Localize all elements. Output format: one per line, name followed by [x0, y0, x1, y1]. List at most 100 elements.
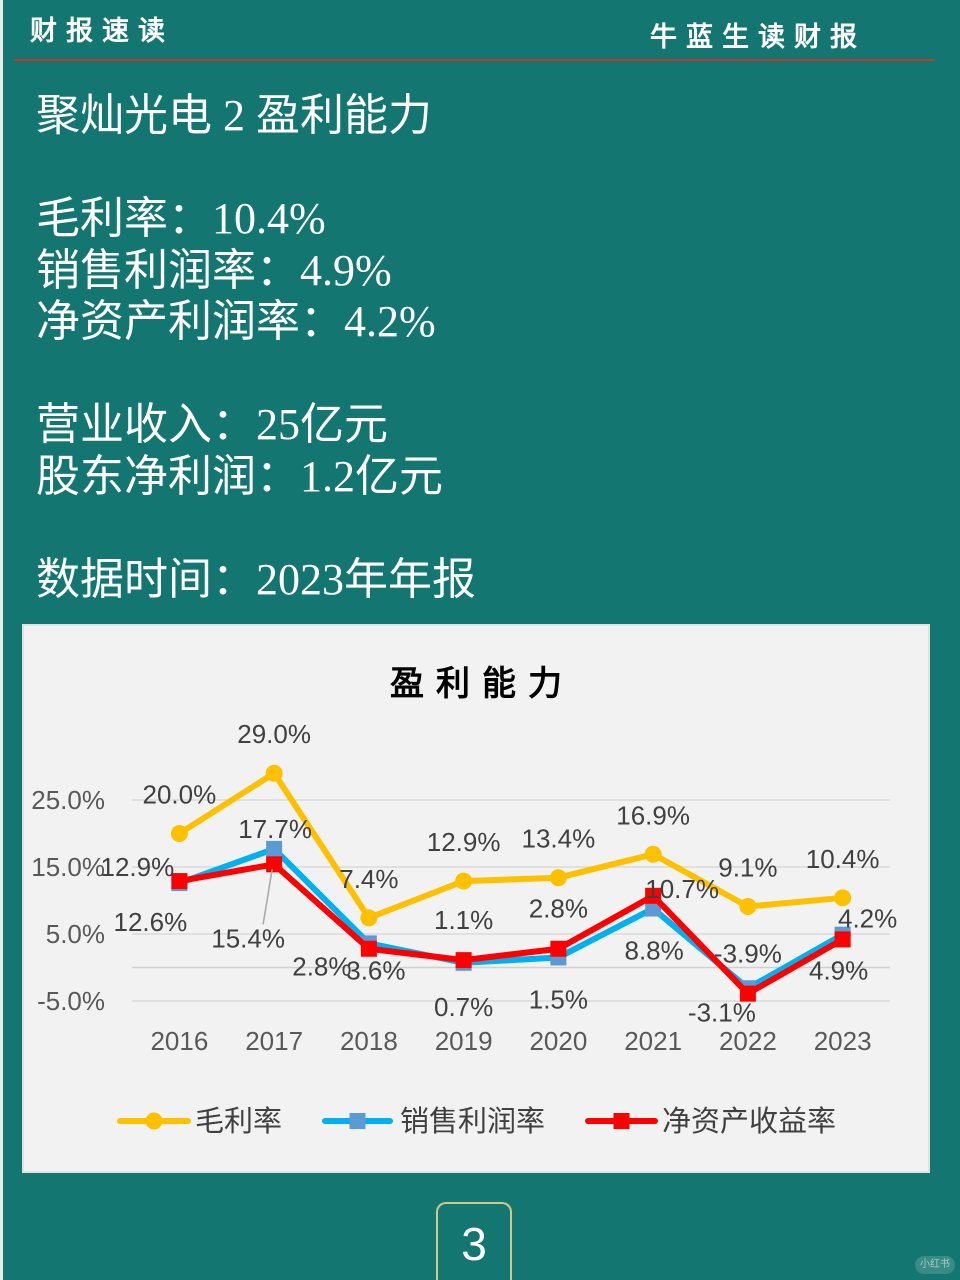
metric-value: 2023年年报: [256, 554, 476, 604]
spacer: [36, 502, 916, 554]
data-point-marker: [834, 889, 852, 907]
metric-separator: ：: [212, 554, 256, 604]
x-tick-label: 2017: [245, 1026, 303, 1056]
metric-value: 10.4%: [212, 194, 326, 243]
data-point-marker: [360, 940, 377, 957]
metric-value: 4.2%: [344, 297, 436, 346]
data-label: 15.4%: [211, 923, 285, 953]
data-label: 4.2%: [838, 903, 897, 933]
data-label: 20.0%: [143, 780, 217, 810]
legend-label: 毛利率: [195, 1104, 282, 1138]
data-label: 12.6%: [114, 907, 188, 937]
metric-label: 销售利润率: [36, 245, 256, 295]
data-point-marker: [645, 900, 662, 917]
data-label: -3.1%: [688, 997, 756, 1027]
data-point-marker: [644, 845, 662, 863]
metric-separator: ：: [256, 245, 300, 295]
y-tick-label: 25.0%: [31, 785, 105, 815]
y-tick-label: 15.0%: [31, 852, 105, 882]
company-heading: 聚灿光电 2 盈利能力: [36, 91, 432, 140]
data-label: 12.9%: [101, 852, 175, 882]
data-label: 13.4%: [522, 824, 596, 854]
x-tick-label: 2016: [150, 1026, 208, 1056]
data-point-marker: [739, 898, 757, 916]
page-number-frame: [436, 1202, 512, 1280]
metric-label: 毛利率: [36, 194, 168, 243]
metric-revenue: 营业收入：25亿元: [36, 399, 916, 451]
data-label: 2.8%: [292, 952, 351, 982]
header-right-title: 牛蓝生读财报: [650, 22, 866, 53]
metric-separator: ：: [212, 400, 256, 449]
y-tick-label: -5.0%: [37, 986, 105, 1016]
x-tick-label: 2021: [624, 1026, 682, 1056]
data-label: 2.8%: [529, 894, 588, 924]
legend-item-roe: 净资产收益率: [585, 1104, 836, 1138]
metric-separator: ：: [168, 194, 212, 243]
legend-label: 销售利润率: [400, 1104, 545, 1138]
legend-swatch-marker: [349, 1113, 366, 1129]
data-label: 10.7%: [645, 874, 719, 904]
x-tick-label: 2023: [814, 1026, 872, 1056]
legend-item-gross-margin: 毛利率: [117, 1104, 282, 1138]
data-label: 3.6%: [346, 955, 405, 985]
data-point-marker: [455, 952, 472, 969]
left-edge-border: [0, 0, 3, 1280]
data-label: 10.4%: [806, 844, 880, 874]
metric-sales-margin: 销售利润率：4.9%: [36, 245, 916, 297]
data-point-marker: [265, 764, 283, 782]
x-tick-label: 2019: [435, 1026, 493, 1056]
data-point-marker: [266, 840, 283, 857]
series-gross-margin: [170, 764, 852, 927]
metric-gross-margin: 毛利率：10.4%: [36, 193, 916, 245]
data-point-marker: [739, 985, 756, 1002]
data-label: 17.7%: [238, 814, 312, 844]
metric-separator: ：: [300, 297, 344, 346]
data-label: 29.0%: [237, 719, 311, 749]
legend-item-sales-margin: 销售利润率: [322, 1104, 545, 1138]
x-tick-label: 2022: [719, 1026, 777, 1056]
data-point-marker: [170, 825, 188, 842]
metric-label: 净资产利润率: [36, 297, 300, 346]
metric-value: 25亿元: [256, 400, 388, 449]
data-point-marker: [834, 931, 851, 948]
watermark-logo: 小红书: [915, 1256, 955, 1274]
line-chart: 25.0% 15.0% 5.0% -5.0% 2016 2017 2018 2019 2020 2…: [31, 719, 897, 1138]
legend-swatch-marker: [145, 1112, 163, 1130]
x-tick-label: 2018: [340, 1026, 398, 1056]
page-number: 3: [461, 1218, 487, 1270]
data-label: 0.7%: [434, 992, 493, 1022]
data-label: 8.8%: [624, 936, 683, 966]
summary-text: 聚灿光电 2 盈利能力 毛利率：10.4% 销售利润率：4.9% 净资产利润率：…: [36, 90, 916, 605]
metric-net-profit: 股东净利润：1.2亿元: [36, 451, 916, 503]
data-label: 7.4%: [339, 864, 398, 894]
metric-label: 营业收入: [36, 400, 212, 449]
data-label-leader-line: [262, 869, 273, 925]
data-label: 12.9%: [427, 827, 501, 857]
series-line-roe: [176, 861, 846, 997]
data-label: 4.9%: [809, 956, 868, 986]
data-label: 16.9%: [616, 800, 690, 830]
metric-roe: 净资产利润率：4.2%: [36, 296, 916, 348]
metric-label: 股东净利润: [36, 451, 256, 501]
data-label: 1.5%: [529, 984, 588, 1014]
x-tick-label: 2020: [529, 1026, 587, 1056]
chart-title: 盈利能力: [390, 664, 574, 704]
data-label: -3.9%: [714, 939, 782, 969]
legend-swatch-marker: [613, 1113, 630, 1129]
data-point-marker: [645, 887, 662, 904]
metric-label: 数据时间: [36, 554, 212, 604]
metric-value: 4.9%: [300, 245, 392, 295]
data-label: 9.1%: [718, 853, 777, 883]
legend-label: 净资产收益率: [662, 1104, 836, 1138]
data-point-marker: [360, 909, 378, 927]
data-point-marker: [455, 872, 473, 890]
data-label: 1.1%: [434, 905, 493, 935]
data-point-marker: [266, 856, 283, 873]
series-line-gross-margin: [176, 770, 846, 921]
spacer: [36, 348, 916, 400]
data-point-marker: [549, 869, 567, 887]
spacer: [36, 142, 916, 194]
header-divider: [14, 59, 934, 61]
data-period: 数据时间：2023年年报: [36, 554, 916, 606]
